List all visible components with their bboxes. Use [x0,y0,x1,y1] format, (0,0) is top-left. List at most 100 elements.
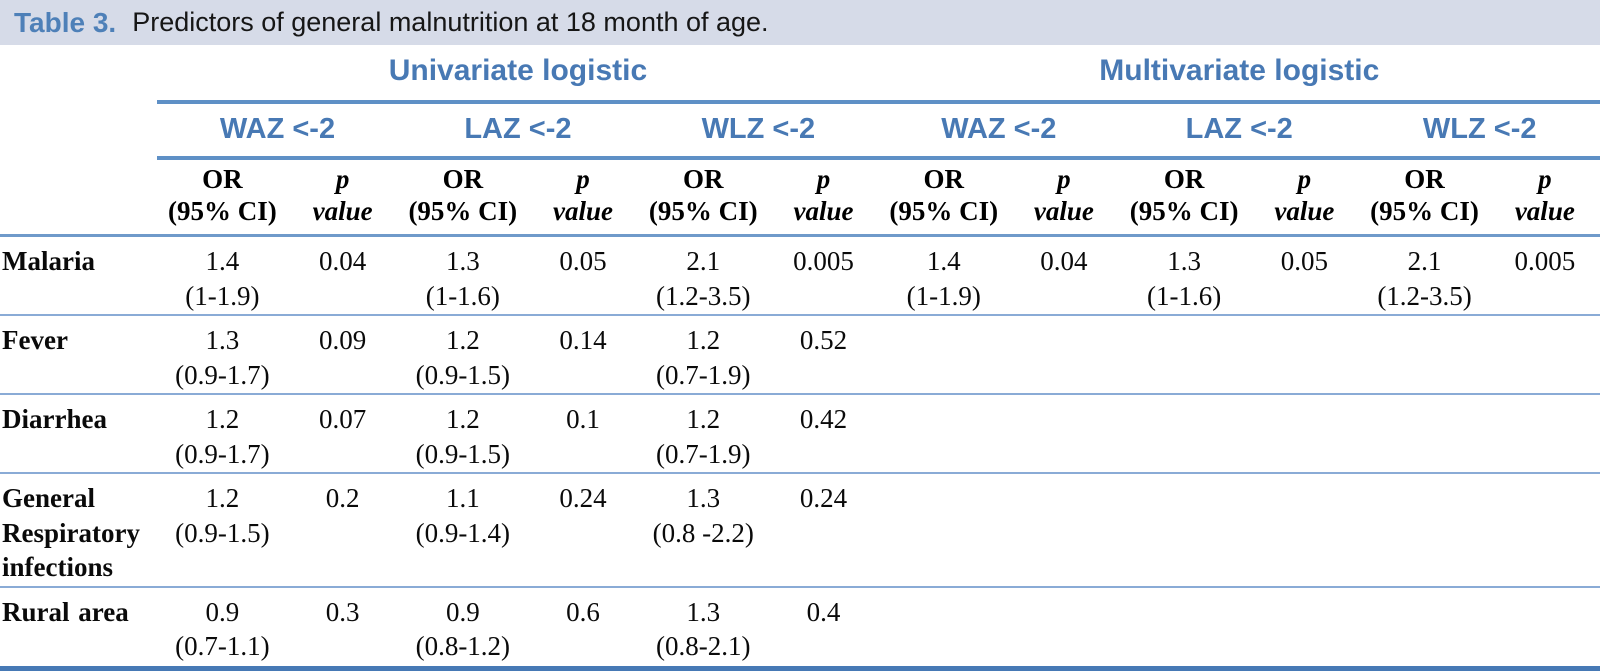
p-header: p value [1249,158,1360,237]
p-cell: 0.005 [1489,235,1600,317]
table-row-diarrhea: Diarrhea 1.2 (0.9-1.7) 0.07 1.2 (0.9-1.5) … [0,394,1600,475]
or-cell [1359,394,1490,475]
or-label: OR [682,164,724,195]
p-cell: 0.6 [527,586,639,671]
or-cell [878,473,1009,588]
p-cell: 0.09 [287,315,398,396]
or-value: 1.3 [1167,246,1201,276]
p-cell: 0.42 [768,394,879,475]
p-cell [1249,315,1360,396]
or-value: 2.1 [686,246,721,276]
table-caption: Predictors of general malnutrition at 18… [132,7,769,37]
ci-value: (0.8-2.1) [656,631,751,662]
p-header: p value [1489,158,1600,237]
or-value: 1.4 [205,246,240,276]
p-cell: 0.04 [287,235,398,317]
ci-value: (1-1.9) [906,280,981,311]
subheader-multi-laz: LAZ <-2 [1119,102,1360,160]
or-cell: 1.2 (0.7-1.9) [638,315,769,396]
table-number: Table 3. [14,6,117,38]
p-cell [1008,315,1120,396]
subheader-multi-waz: WAZ <-2 [878,102,1120,160]
ci-value: (1-1.6) [425,280,500,311]
or-cell: 1.3 (0.8-2.1) [638,586,769,671]
p-label: p [335,164,350,195]
p-header: p value [1008,158,1120,237]
or-cell [878,394,1009,475]
ci-value: (0.8-1.2) [415,631,511,662]
ci-label: (95% CI) [1370,196,1479,226]
table-row-rural-area: Rural area 0.9 (0.7-1.1) 0.3 0.9 (0.8-1.2)… [0,586,1600,671]
p-cell [1008,586,1120,671]
p-cell: 0.4 [768,586,879,671]
table-row-fever: Fever 1.3 (0.9-1.7) 0.09 1.2 (0.9-1.5) 0.1… [0,315,1600,396]
or-value: 1.2 [686,404,721,435]
p-cell: 0.2 [287,473,398,588]
table-row-general-respiratory-infections: General Respiratory infections 1.2 (0.9-1… [0,473,1600,588]
or-label: OR [1404,164,1445,195]
p-value-label: value [793,196,854,226]
or-header: OR (95% CI) [1359,158,1490,237]
p-cell: 0.005 [768,235,879,317]
subheader-multi-wlz: WLZ <-2 [1359,102,1600,160]
table-caption-bar: Table 3. Predictors of general malnutrit… [0,0,1600,45]
table-row-malaria: Malaria 1.4 (1-1.9) 0.04 1.3 (1-1.6) 0.05 … [0,235,1600,317]
or-cell [1119,586,1250,671]
p-cell [1008,394,1120,475]
ci-value: (1.2-3.5) [656,280,751,311]
or-header: OR (95% CI) [878,158,1009,237]
predictors-table: Univariate logistic Multivariate logisti… [0,45,1600,671]
group-header-multivariate: Multivariate logistic [878,45,1600,104]
or-cell [1359,315,1490,396]
or-cell: 1.1 (0.9-1.4) [397,473,528,588]
or-label: OR [442,164,484,195]
or-value: 1.2 [205,483,240,514]
p-cell: 0.14 [527,315,639,396]
ci-value: (1.2-3.5) [1377,280,1472,311]
or-value: 1.2 [445,404,480,435]
or-cell [878,586,1009,671]
or-cell [1359,586,1490,671]
or-header: OR (95% CI) [1119,158,1250,237]
group-header-univariate: Univariate logistic [157,45,879,104]
p-cell: 0.05 [527,235,639,317]
ci-label: (95% CI) [408,196,518,226]
p-cell: 0.1 [527,394,639,475]
or-value: 1.1 [445,483,480,514]
p-cell [1489,394,1600,475]
group-header-row: Univariate logistic Multivariate logisti… [0,45,1600,104]
row-label: Diarrhea [0,394,158,475]
or-cell [1119,394,1250,475]
or-value: 1.3 [445,246,480,276]
row-label: Malaria [0,235,158,317]
p-cell: 0.04 [1008,235,1120,317]
p-cell [1489,473,1600,588]
ci-value: (0.7-1.9) [656,359,751,390]
or-cell: 0.9 (0.8-1.2) [397,586,528,671]
or-cell: 1.4 (1-1.9) [157,235,288,317]
or-header: OR (95% CI) [397,158,528,237]
p-header: p value [287,158,398,237]
row-label: Fever [0,315,158,396]
p-value-label: value [553,196,614,226]
or-cell: 1.4 (1-1.9) [878,235,1009,317]
ci-label: (95% CI) [648,196,758,226]
ci-value: (1-1.6) [1147,280,1222,311]
or-label: OR [1163,164,1205,195]
or-label: OR [923,164,964,195]
or-label: OR [202,164,243,195]
p-cell [1489,586,1600,671]
subheader-uni-laz: LAZ <-2 [397,102,639,160]
ci-label: (95% CI) [168,196,277,226]
ci-value: (0.9-1.5) [415,438,511,469]
ci-value: (0.8 -2.2) [652,517,754,548]
or-header: OR (95% CI) [157,158,288,237]
p-header: p value [768,158,879,237]
p-cell [1249,394,1360,475]
p-cell [1249,473,1360,588]
or-cell: 1.2 (0.9-1.5) [397,315,528,396]
or-cell [1119,473,1250,588]
p-cell: 0.3 [287,586,398,671]
corner-cell [0,102,157,158]
or-value: 1.2 [445,325,480,356]
